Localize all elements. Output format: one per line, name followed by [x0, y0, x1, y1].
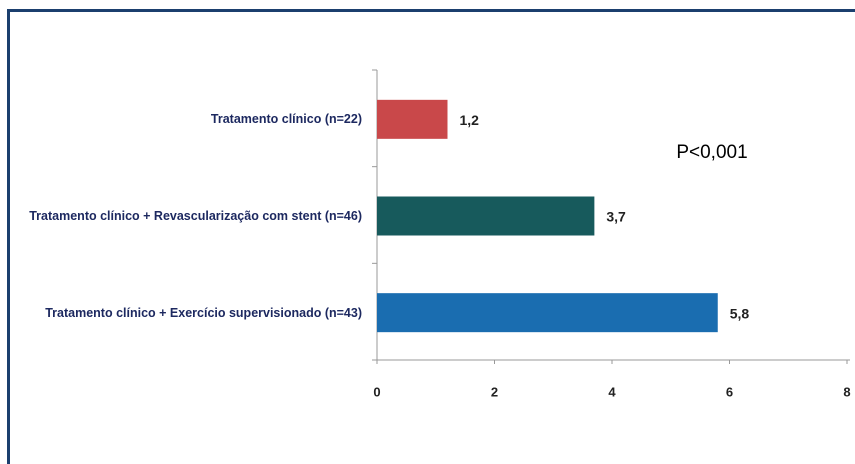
- category-label: Tratamento clínico + Exercício supervisi…: [45, 305, 362, 320]
- x-tick-label: 8: [843, 384, 850, 399]
- x-tick-label: 4: [608, 384, 616, 399]
- value-label: 1,2: [460, 112, 480, 128]
- category-label: Tratamento clínico + Revascularização co…: [29, 209, 362, 223]
- bar: [377, 99, 448, 139]
- annotation: P<0,001: [676, 142, 747, 163]
- x-tick-label: 0: [373, 384, 380, 399]
- bar: [377, 196, 595, 236]
- category-label: Tratamento clínico (n=22): [210, 112, 362, 127]
- value-label: 5,8: [730, 305, 750, 321]
- x-tick-label: 6: [726, 384, 733, 399]
- bar: [377, 293, 718, 333]
- value-label: 3,7: [606, 209, 626, 225]
- frame: [7, 9, 855, 464]
- x-tick-label: 2: [491, 384, 498, 399]
